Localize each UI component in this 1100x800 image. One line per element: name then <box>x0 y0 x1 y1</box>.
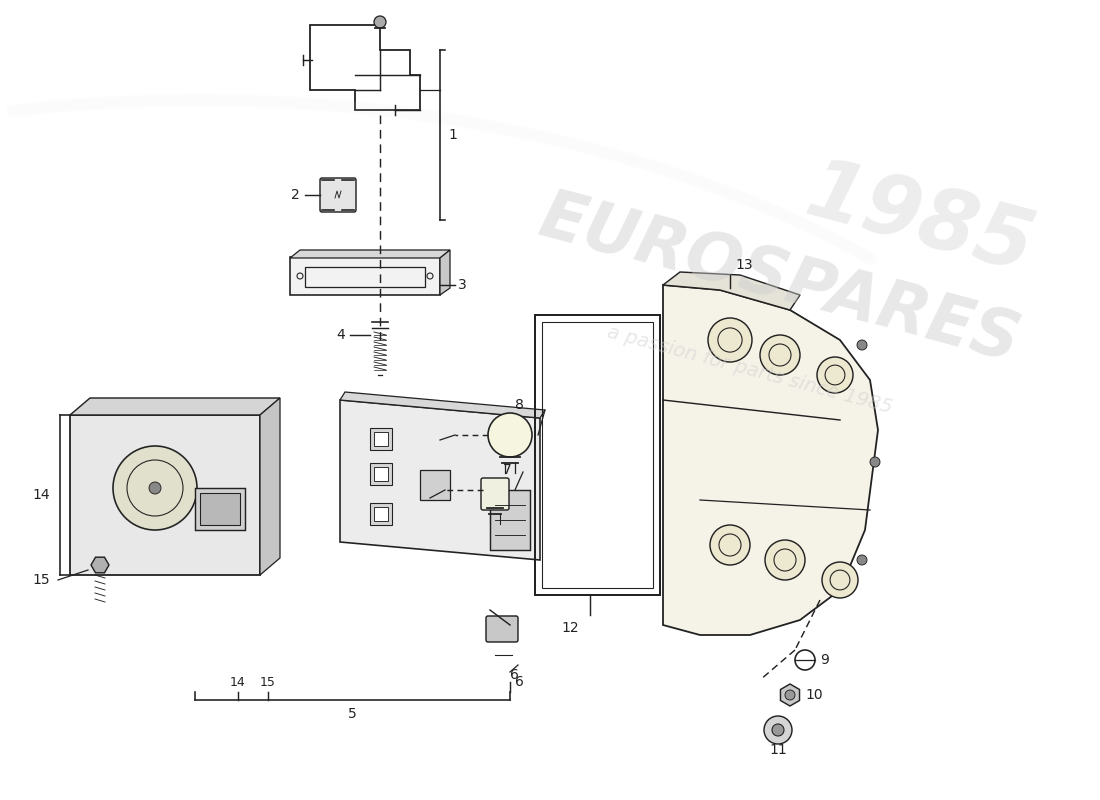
FancyBboxPatch shape <box>481 478 509 510</box>
FancyBboxPatch shape <box>320 178 356 212</box>
Text: 7: 7 <box>503 463 512 477</box>
Circle shape <box>764 716 792 744</box>
Circle shape <box>772 724 784 736</box>
Circle shape <box>870 457 880 467</box>
Bar <box>290 257 440 295</box>
Bar <box>374 467 388 481</box>
Bar <box>370 463 392 485</box>
Circle shape <box>857 340 867 350</box>
Text: 13: 13 <box>735 258 752 272</box>
Bar <box>490 490 530 550</box>
Text: 5: 5 <box>348 707 356 721</box>
Polygon shape <box>340 400 540 560</box>
Polygon shape <box>70 415 260 575</box>
Text: 6: 6 <box>515 675 524 689</box>
Bar <box>305 267 425 287</box>
Bar <box>370 503 392 525</box>
Circle shape <box>764 540 805 580</box>
Bar <box>420 470 450 500</box>
Text: 1: 1 <box>448 128 456 142</box>
Text: 10: 10 <box>805 688 823 702</box>
Circle shape <box>710 525 750 565</box>
Text: 8: 8 <box>515 398 524 412</box>
Text: a passion for parts since 1985: a passion for parts since 1985 <box>605 322 894 418</box>
Polygon shape <box>781 684 800 706</box>
Circle shape <box>488 413 532 457</box>
Circle shape <box>708 318 752 362</box>
Polygon shape <box>663 285 878 635</box>
Polygon shape <box>70 398 280 415</box>
Text: 15: 15 <box>260 675 276 689</box>
Circle shape <box>374 16 386 28</box>
Circle shape <box>785 690 795 700</box>
FancyBboxPatch shape <box>486 616 518 642</box>
Bar <box>200 493 240 525</box>
Circle shape <box>113 446 197 530</box>
Text: 2: 2 <box>292 188 300 202</box>
Circle shape <box>148 482 161 494</box>
Bar <box>370 428 392 450</box>
Bar <box>195 488 245 530</box>
Text: 12: 12 <box>561 621 579 635</box>
Polygon shape <box>290 250 450 258</box>
Polygon shape <box>440 250 450 295</box>
Text: 14: 14 <box>32 488 50 502</box>
Circle shape <box>822 562 858 598</box>
Circle shape <box>817 357 852 393</box>
Circle shape <box>857 555 867 565</box>
Polygon shape <box>260 398 280 575</box>
Text: 15: 15 <box>32 573 50 587</box>
Bar <box>374 507 388 521</box>
Text: EUROSPARES: EUROSPARES <box>532 184 1027 376</box>
Circle shape <box>760 335 800 375</box>
Text: 1985: 1985 <box>798 151 1043 289</box>
Polygon shape <box>340 392 544 418</box>
Text: 11: 11 <box>769 743 786 757</box>
Polygon shape <box>663 272 800 310</box>
Polygon shape <box>91 558 109 573</box>
Text: 14: 14 <box>230 675 246 689</box>
Text: 9: 9 <box>820 653 829 667</box>
Text: 6: 6 <box>510 668 519 682</box>
Text: 3: 3 <box>458 278 466 292</box>
Bar <box>374 432 388 446</box>
Text: 4: 4 <box>337 328 345 342</box>
